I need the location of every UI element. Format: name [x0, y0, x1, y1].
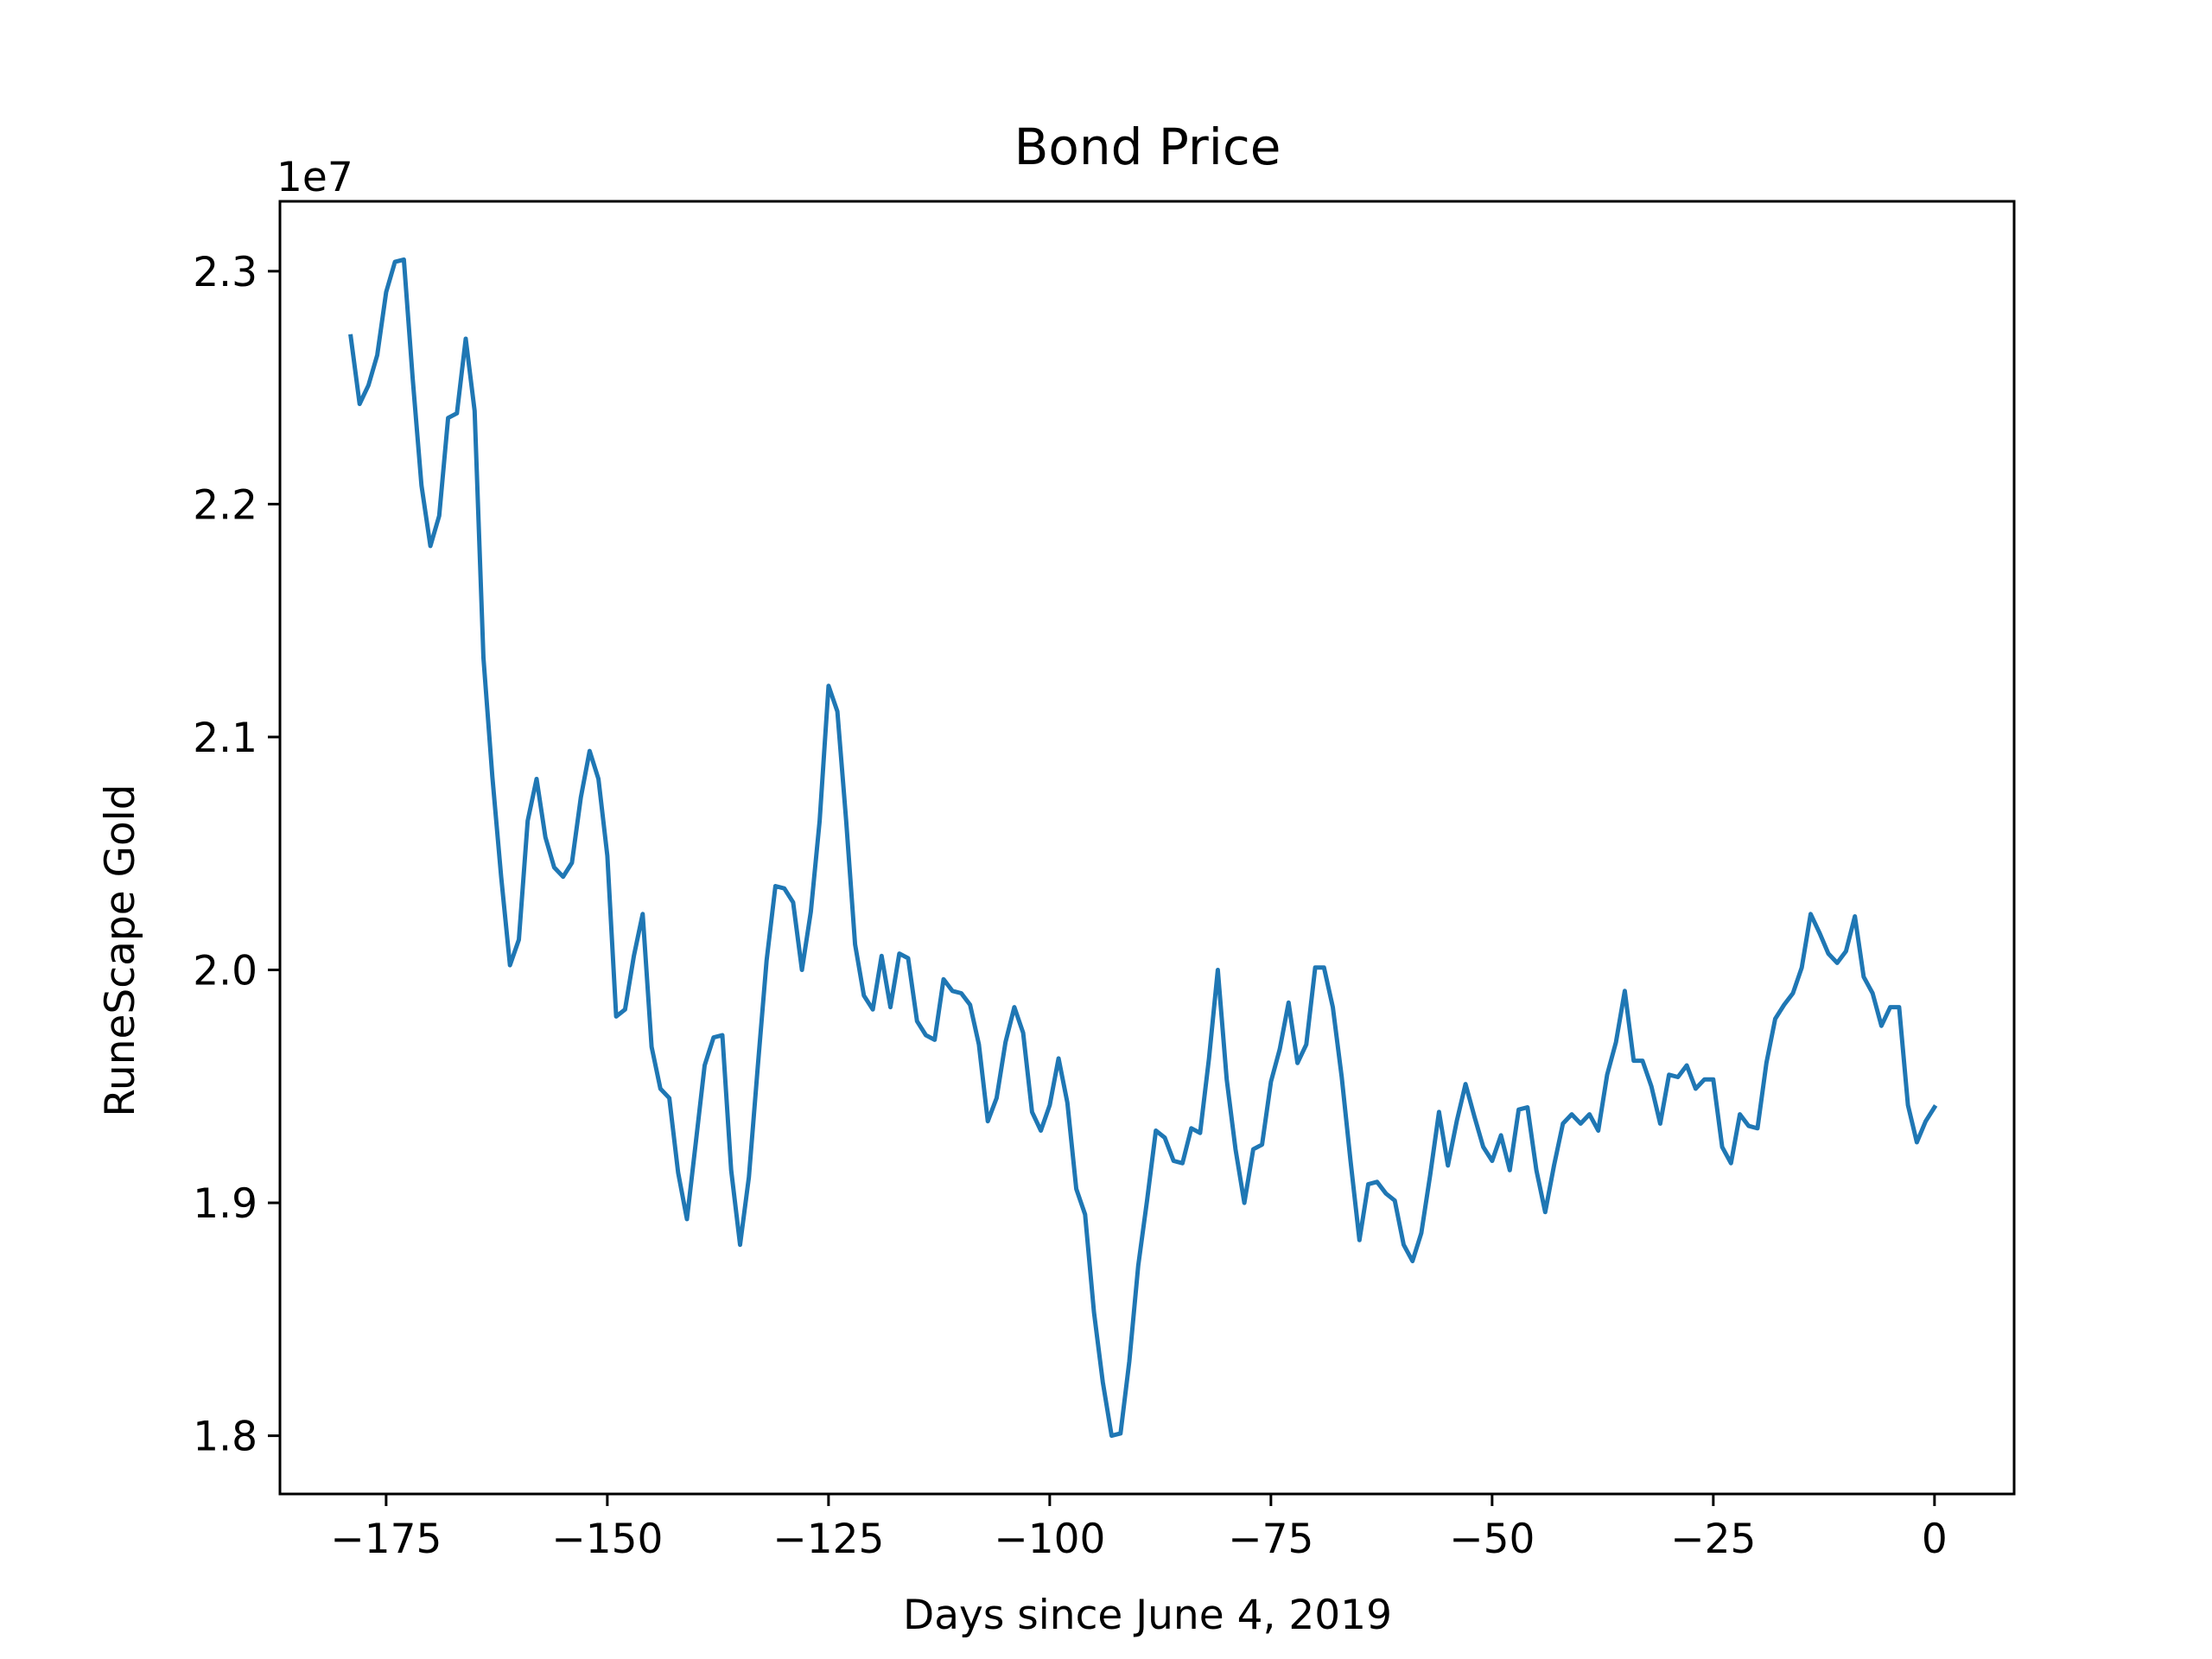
plot-frame	[278, 200, 2016, 1496]
y-tick-label: 1.9	[193, 1180, 257, 1228]
x-tick-label: −125	[772, 1516, 884, 1563]
x-tick-label: −75	[1228, 1516, 1313, 1563]
series-line	[348, 257, 1938, 1439]
x-tick-label: −100	[994, 1516, 1105, 1563]
y-tick-label: 2.0	[193, 948, 257, 995]
y-tick-label: 2.2	[193, 481, 257, 529]
y-axis-label: RuneScape Gold	[97, 784, 144, 1116]
y-offset-label: 1e7	[276, 154, 353, 201]
y-tick-label: 2.1	[193, 715, 257, 762]
y-tick-label: 2.3	[193, 249, 257, 296]
chart-title: Bond Price	[1014, 118, 1281, 176]
x-tick-label: 0	[1922, 1516, 1948, 1563]
axis-ticks: −175 −150 −125 −100 −75 −50 −25 0 1.8 1.9 2.0 2.1 2.…	[193, 249, 1948, 1563]
series-layer	[348, 257, 1938, 1439]
x-tick-label: −150	[551, 1516, 663, 1563]
x-axis-label: Days since June 4, 2019	[903, 1592, 1392, 1639]
x-tick-label: −175	[330, 1516, 442, 1563]
x-tick-label: −50	[1449, 1516, 1535, 1563]
x-tick-label: −25	[1670, 1516, 1756, 1563]
y-tick-label: 1.8	[193, 1414, 257, 1461]
